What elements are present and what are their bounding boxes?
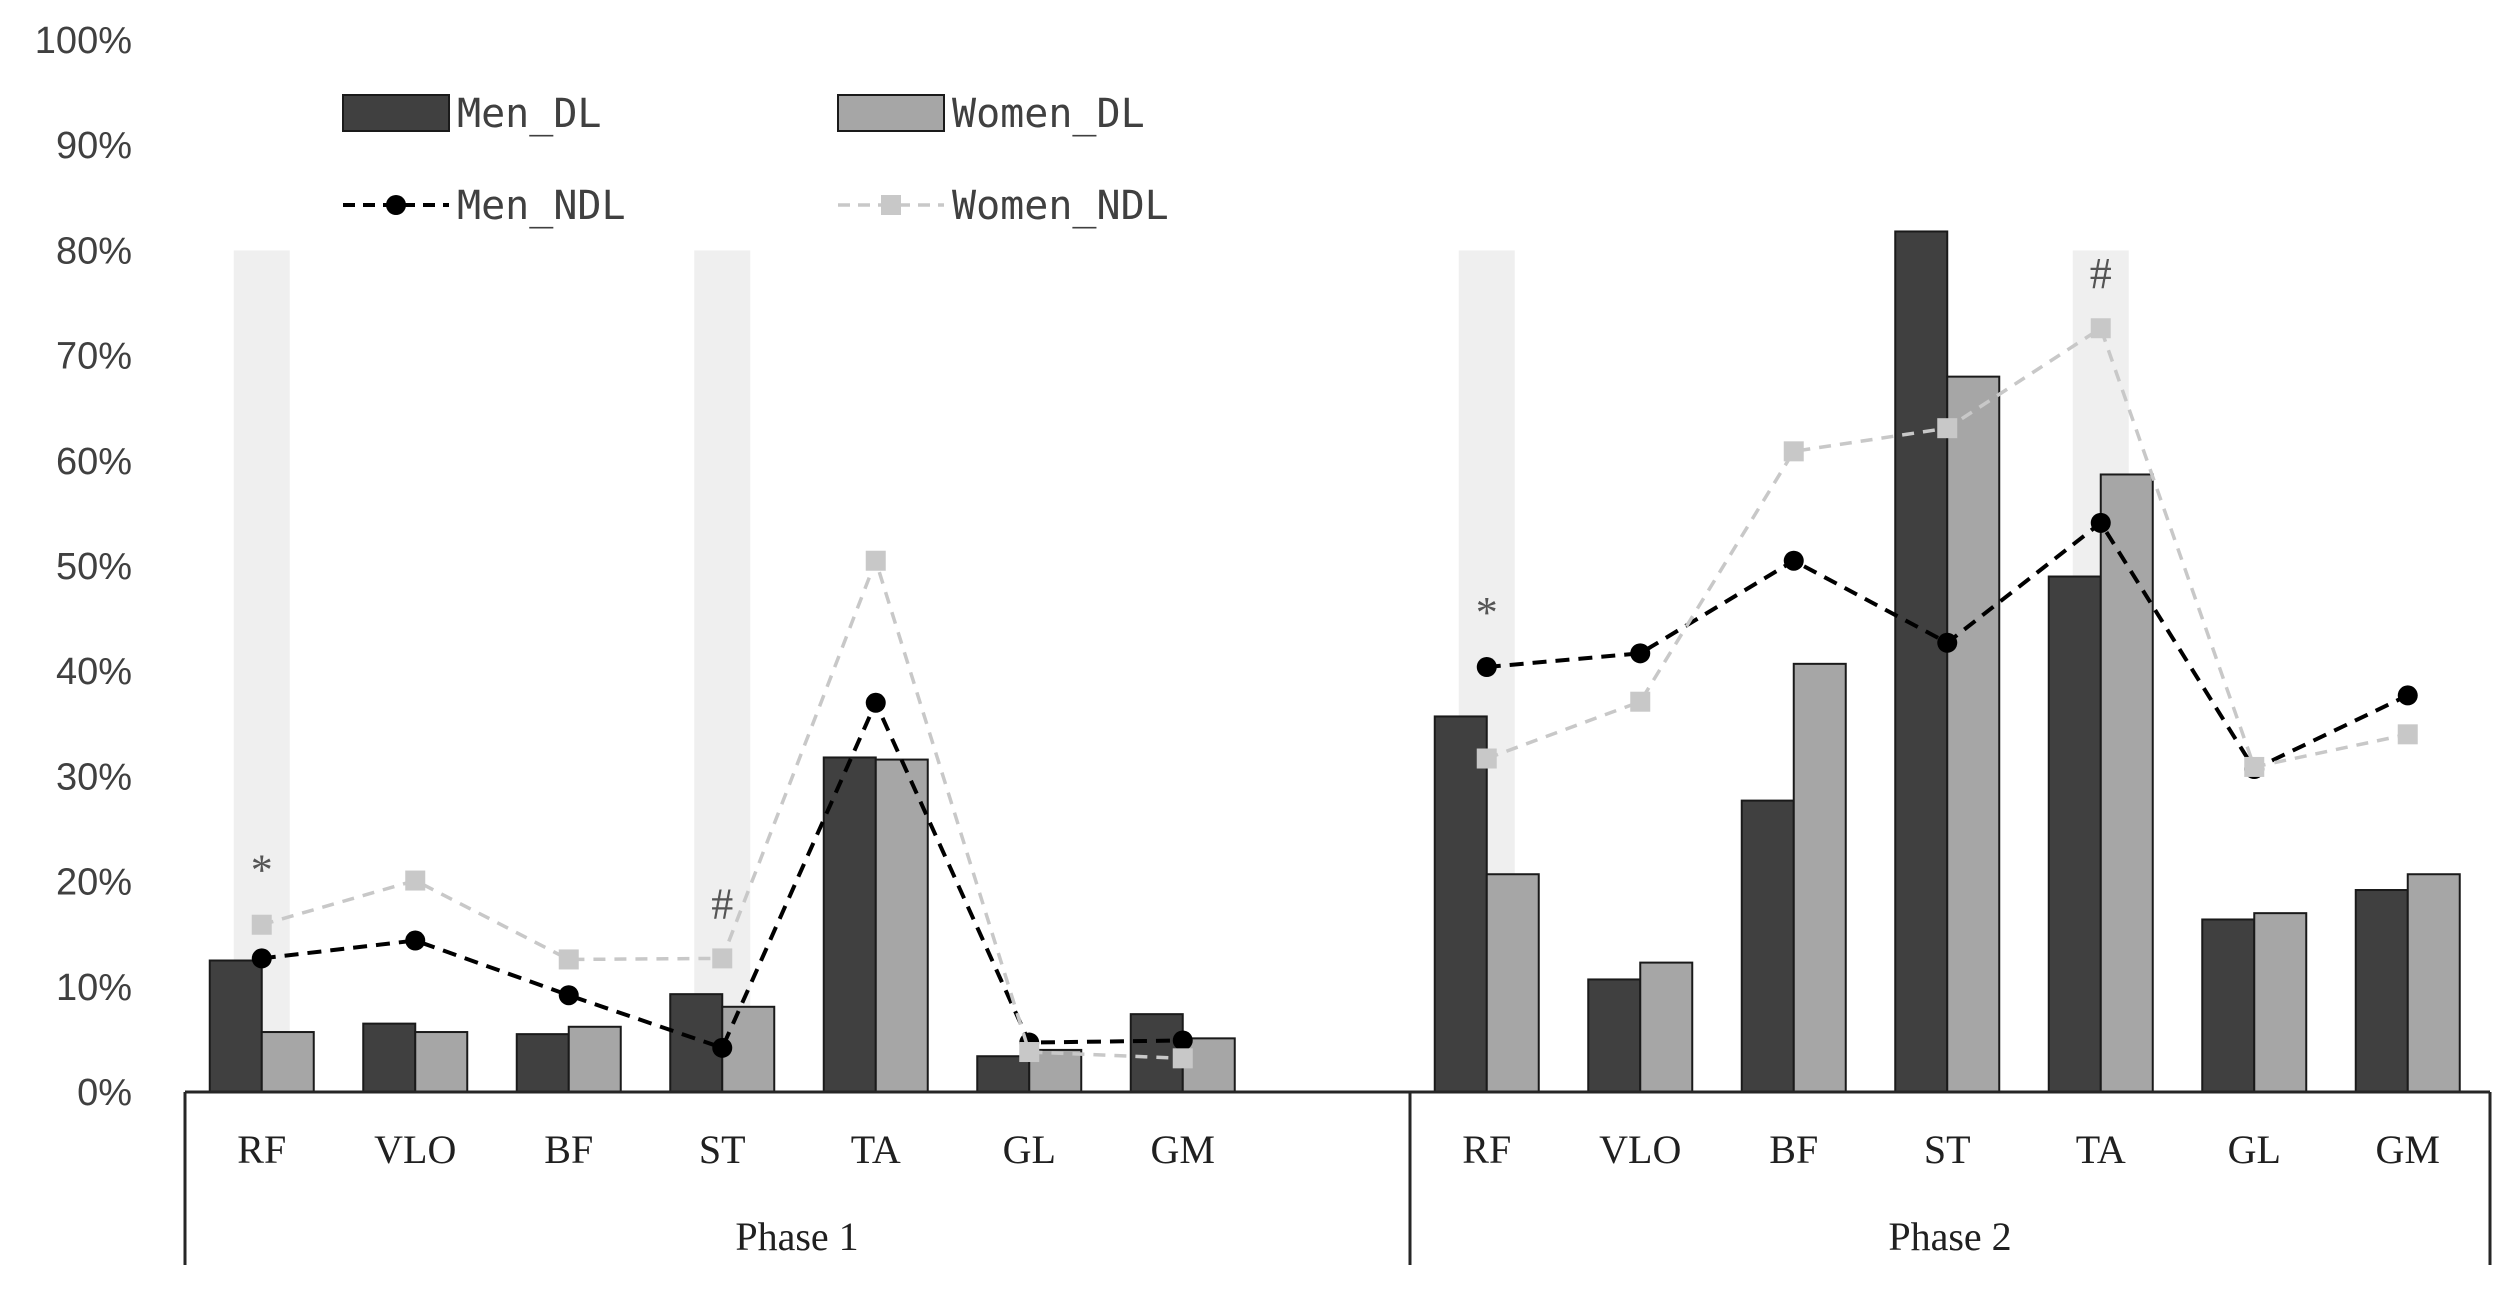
x-category-label: ST bbox=[699, 1127, 746, 1172]
bar-women-dl bbox=[2099, 473, 2154, 1093]
bar-women-dl bbox=[1792, 662, 1847, 1093]
x-category-label: GM bbox=[2376, 1127, 2440, 1172]
x-category-label: GL bbox=[1003, 1127, 1056, 1172]
bar-women-dl bbox=[260, 1031, 315, 1094]
bar-men-dl bbox=[1587, 978, 1642, 1093]
y-tick-label: 10% bbox=[56, 967, 132, 1009]
bar-men-dl bbox=[1433, 715, 1488, 1093]
marker-men-ndl bbox=[865, 692, 886, 713]
marker-women-ndl bbox=[2244, 756, 2265, 777]
marker-men-ndl bbox=[558, 985, 579, 1006]
marker-women-ndl bbox=[1172, 1048, 1193, 1069]
y-tick-label: 0% bbox=[77, 1072, 132, 1114]
x-category-label: BF bbox=[1769, 1127, 1818, 1172]
marker-men-ndl bbox=[1630, 643, 1651, 664]
bar-women-dl bbox=[1946, 375, 2001, 1093]
y-tick-label: 90% bbox=[56, 125, 132, 167]
marker-women-ndl bbox=[405, 870, 426, 891]
marker-women-ndl bbox=[1937, 418, 1958, 439]
y-tick-label: 70% bbox=[56, 336, 132, 378]
marker-women-ndl bbox=[2397, 724, 2418, 745]
marker-men-ndl bbox=[251, 948, 272, 969]
x-category-label: BF bbox=[544, 1127, 593, 1172]
x-category-label: GM bbox=[1151, 1127, 1215, 1172]
legend-swatch-women-dl bbox=[837, 94, 945, 132]
marker-women-ndl bbox=[1630, 691, 1651, 712]
bar-women-dl bbox=[567, 1025, 622, 1093]
marker-men-ndl bbox=[712, 1037, 733, 1058]
bar-men-dl bbox=[2201, 918, 2256, 1093]
y-tick-label: 60% bbox=[56, 441, 132, 483]
marker-women-ndl bbox=[712, 948, 733, 969]
legend-label-women-dl: Women_DL bbox=[952, 91, 1145, 137]
bar-women-dl bbox=[2406, 873, 2461, 1094]
bar-men-dl bbox=[208, 959, 263, 1093]
x-group-label: Phase 2 bbox=[1888, 1214, 2011, 1259]
legend-label-women-ndl: Women_NDL bbox=[952, 183, 1169, 229]
marker-women-ndl bbox=[251, 914, 272, 935]
y-tick-label: 100% bbox=[35, 20, 132, 62]
bar-women-dl bbox=[1485, 873, 1540, 1094]
legend-swatch-men-dl bbox=[342, 94, 450, 132]
significance-marker: * bbox=[251, 846, 273, 895]
marker-men-ndl bbox=[1172, 1030, 1193, 1051]
significance-marker: # bbox=[2090, 249, 2112, 298]
x-category-label: RF bbox=[237, 1127, 286, 1172]
bar-men-dl bbox=[1740, 799, 1795, 1093]
marker-women-ndl bbox=[2090, 318, 2111, 339]
legend-marker-women-ndl bbox=[881, 195, 901, 215]
bar-men-dl bbox=[2047, 575, 2102, 1093]
marker-men-ndl bbox=[405, 930, 426, 951]
bar-women-dl bbox=[2253, 912, 2308, 1093]
x-category-label: VLO bbox=[1599, 1127, 1681, 1172]
marker-men-ndl bbox=[1476, 656, 1497, 677]
legend-label-men-ndl: Men_NDL bbox=[457, 183, 626, 229]
marker-men-ndl bbox=[2397, 685, 2418, 706]
marker-men-ndl bbox=[2090, 512, 2111, 533]
bar-men-dl bbox=[515, 1033, 570, 1094]
bar-women-dl bbox=[414, 1031, 469, 1094]
bar-men-dl bbox=[976, 1055, 1031, 1094]
bar-men-dl bbox=[362, 1022, 417, 1093]
bar-men-dl bbox=[822, 756, 877, 1093]
x-category-label: TA bbox=[851, 1127, 901, 1172]
marker-women-ndl bbox=[558, 949, 579, 970]
marker-women-ndl bbox=[1783, 441, 1804, 462]
x-category-label: RF bbox=[1462, 1127, 1511, 1172]
x-category-label: GL bbox=[2228, 1127, 2281, 1172]
marker-women-ndl bbox=[865, 550, 886, 571]
x-category-label: ST bbox=[1924, 1127, 1971, 1172]
marker-women-ndl bbox=[1476, 748, 1497, 769]
marker-men-ndl bbox=[1783, 550, 1804, 571]
legend-label-men-dl: Men_DL bbox=[457, 91, 602, 137]
significance-marker: # bbox=[711, 879, 733, 928]
x-category-label: TA bbox=[2076, 1127, 2126, 1172]
y-tick-label: 80% bbox=[56, 230, 132, 272]
bar-women-dl bbox=[1639, 961, 1694, 1093]
x-category-label: VLO bbox=[374, 1127, 456, 1172]
x-group-label: Phase 1 bbox=[735, 1214, 858, 1259]
legend-marker-men-ndl bbox=[386, 195, 406, 215]
marker-women-ndl bbox=[1019, 1042, 1040, 1063]
y-tick-label: 20% bbox=[56, 862, 132, 904]
significance-marker: * bbox=[1476, 588, 1498, 637]
bar-men-dl bbox=[2354, 889, 2409, 1093]
marker-men-ndl bbox=[1937, 632, 1958, 653]
y-tick-label: 30% bbox=[56, 756, 132, 798]
y-tick-label: 40% bbox=[56, 651, 132, 693]
bar-men-dl bbox=[1894, 230, 1949, 1094]
bar-women-dl bbox=[874, 758, 929, 1093]
y-tick-label: 50% bbox=[56, 546, 132, 588]
